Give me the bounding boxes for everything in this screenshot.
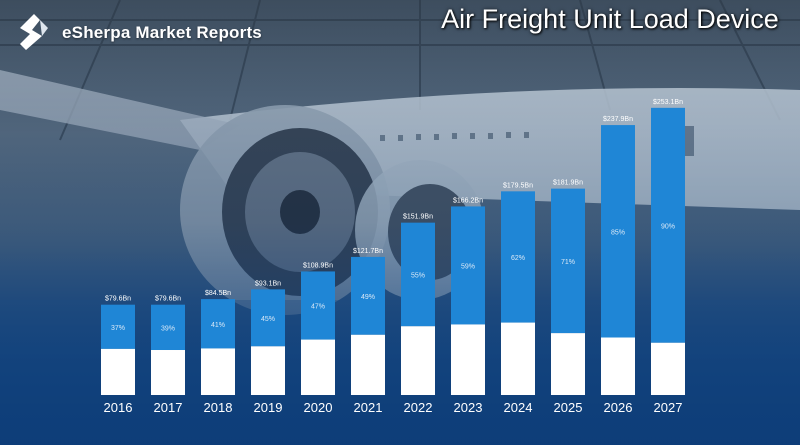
bar-bottom-segment [451,324,485,395]
bar-bottom-segment [601,337,635,395]
bar-top-segment [201,299,235,349]
x-tick-label: 2026 [604,400,633,415]
bar-segment-label: 62% [511,255,525,262]
bar-segment-label: 41% [211,322,225,329]
bar-segment-label: 45% [261,316,275,323]
x-tick-label: 2016 [104,400,133,415]
bar-top-segment [351,256,385,335]
x-tick-label: 2022 [404,400,433,415]
bar-bottom-segment [301,339,335,395]
bar-value-label: $253.1Bn [653,99,683,106]
bar-top-segment [651,107,685,343]
bar-top-segment [451,206,485,325]
x-tick-label: 2017 [154,400,183,415]
bar-value-label: $84.5Bn [205,290,231,297]
bar-top-segment [401,222,435,327]
x-tick-label: 2027 [654,400,683,415]
bar-bottom-segment [551,333,585,395]
bar-segment-label: 47% [311,304,325,311]
bar-segment-label: 37% [111,325,125,332]
bar-top-segment [151,304,185,351]
bar-value-label: $79.6Bn [105,296,131,303]
bar-bottom-segment [401,326,435,395]
bar-segment-label: 55% [411,272,425,279]
bar-bottom-segment [501,322,535,395]
x-tick-label: 2024 [504,400,533,415]
x-tick-label: 2021 [354,400,383,415]
x-tick-label: 2025 [554,400,583,415]
bar-top-segment [501,191,535,323]
x-tick-label: 2020 [304,400,333,415]
x-tick-label: 2019 [254,400,283,415]
chart-title: Air Freight Unit Load Device [441,4,779,34]
brand-logo: eSherpa Market Reports [10,10,262,56]
bar-value-label: $166.2Bn [453,197,483,204]
bar-segment-label: 59% [461,263,475,270]
bar-value-label: $93.1Bn [255,280,281,287]
bar-bottom-segment [201,348,235,395]
bar-value-label: $179.5Bn [503,182,533,189]
bar-bottom-segment [651,342,685,395]
bar-value-label: $79.6Bn [155,296,181,303]
bar-segment-label: 39% [161,325,175,332]
brand-name: eSherpa Market Reports [62,23,262,42]
bar-top-segment [251,289,285,347]
x-tick-label: 2018 [204,400,233,415]
bar-bottom-segment [101,348,135,395]
bar-value-label: $237.9Bn [603,116,633,123]
bar-segment-label: 85% [611,229,625,236]
bar-bottom-segment [151,350,185,395]
bar-value-label: $108.9Bn [303,262,333,269]
bar-segment-label: 90% [661,223,675,230]
bar-segment-label: 49% [361,294,375,301]
x-tick-label: 2023 [454,400,483,415]
bar-value-label: $121.7Bn [353,248,383,255]
bar-value-label: $151.9Bn [403,214,433,221]
bar-top-segment [101,304,135,349]
esherpa-logo-icon [20,14,48,50]
bar-bottom-segment [351,334,385,395]
bar-segment-label: 71% [561,259,575,266]
bar-bottom-segment [251,346,285,395]
bar-value-label: $181.9Bn [553,180,583,187]
bar-top-segment [601,125,635,338]
bar-top-segment [301,271,335,340]
bar-top-segment [551,188,585,334]
